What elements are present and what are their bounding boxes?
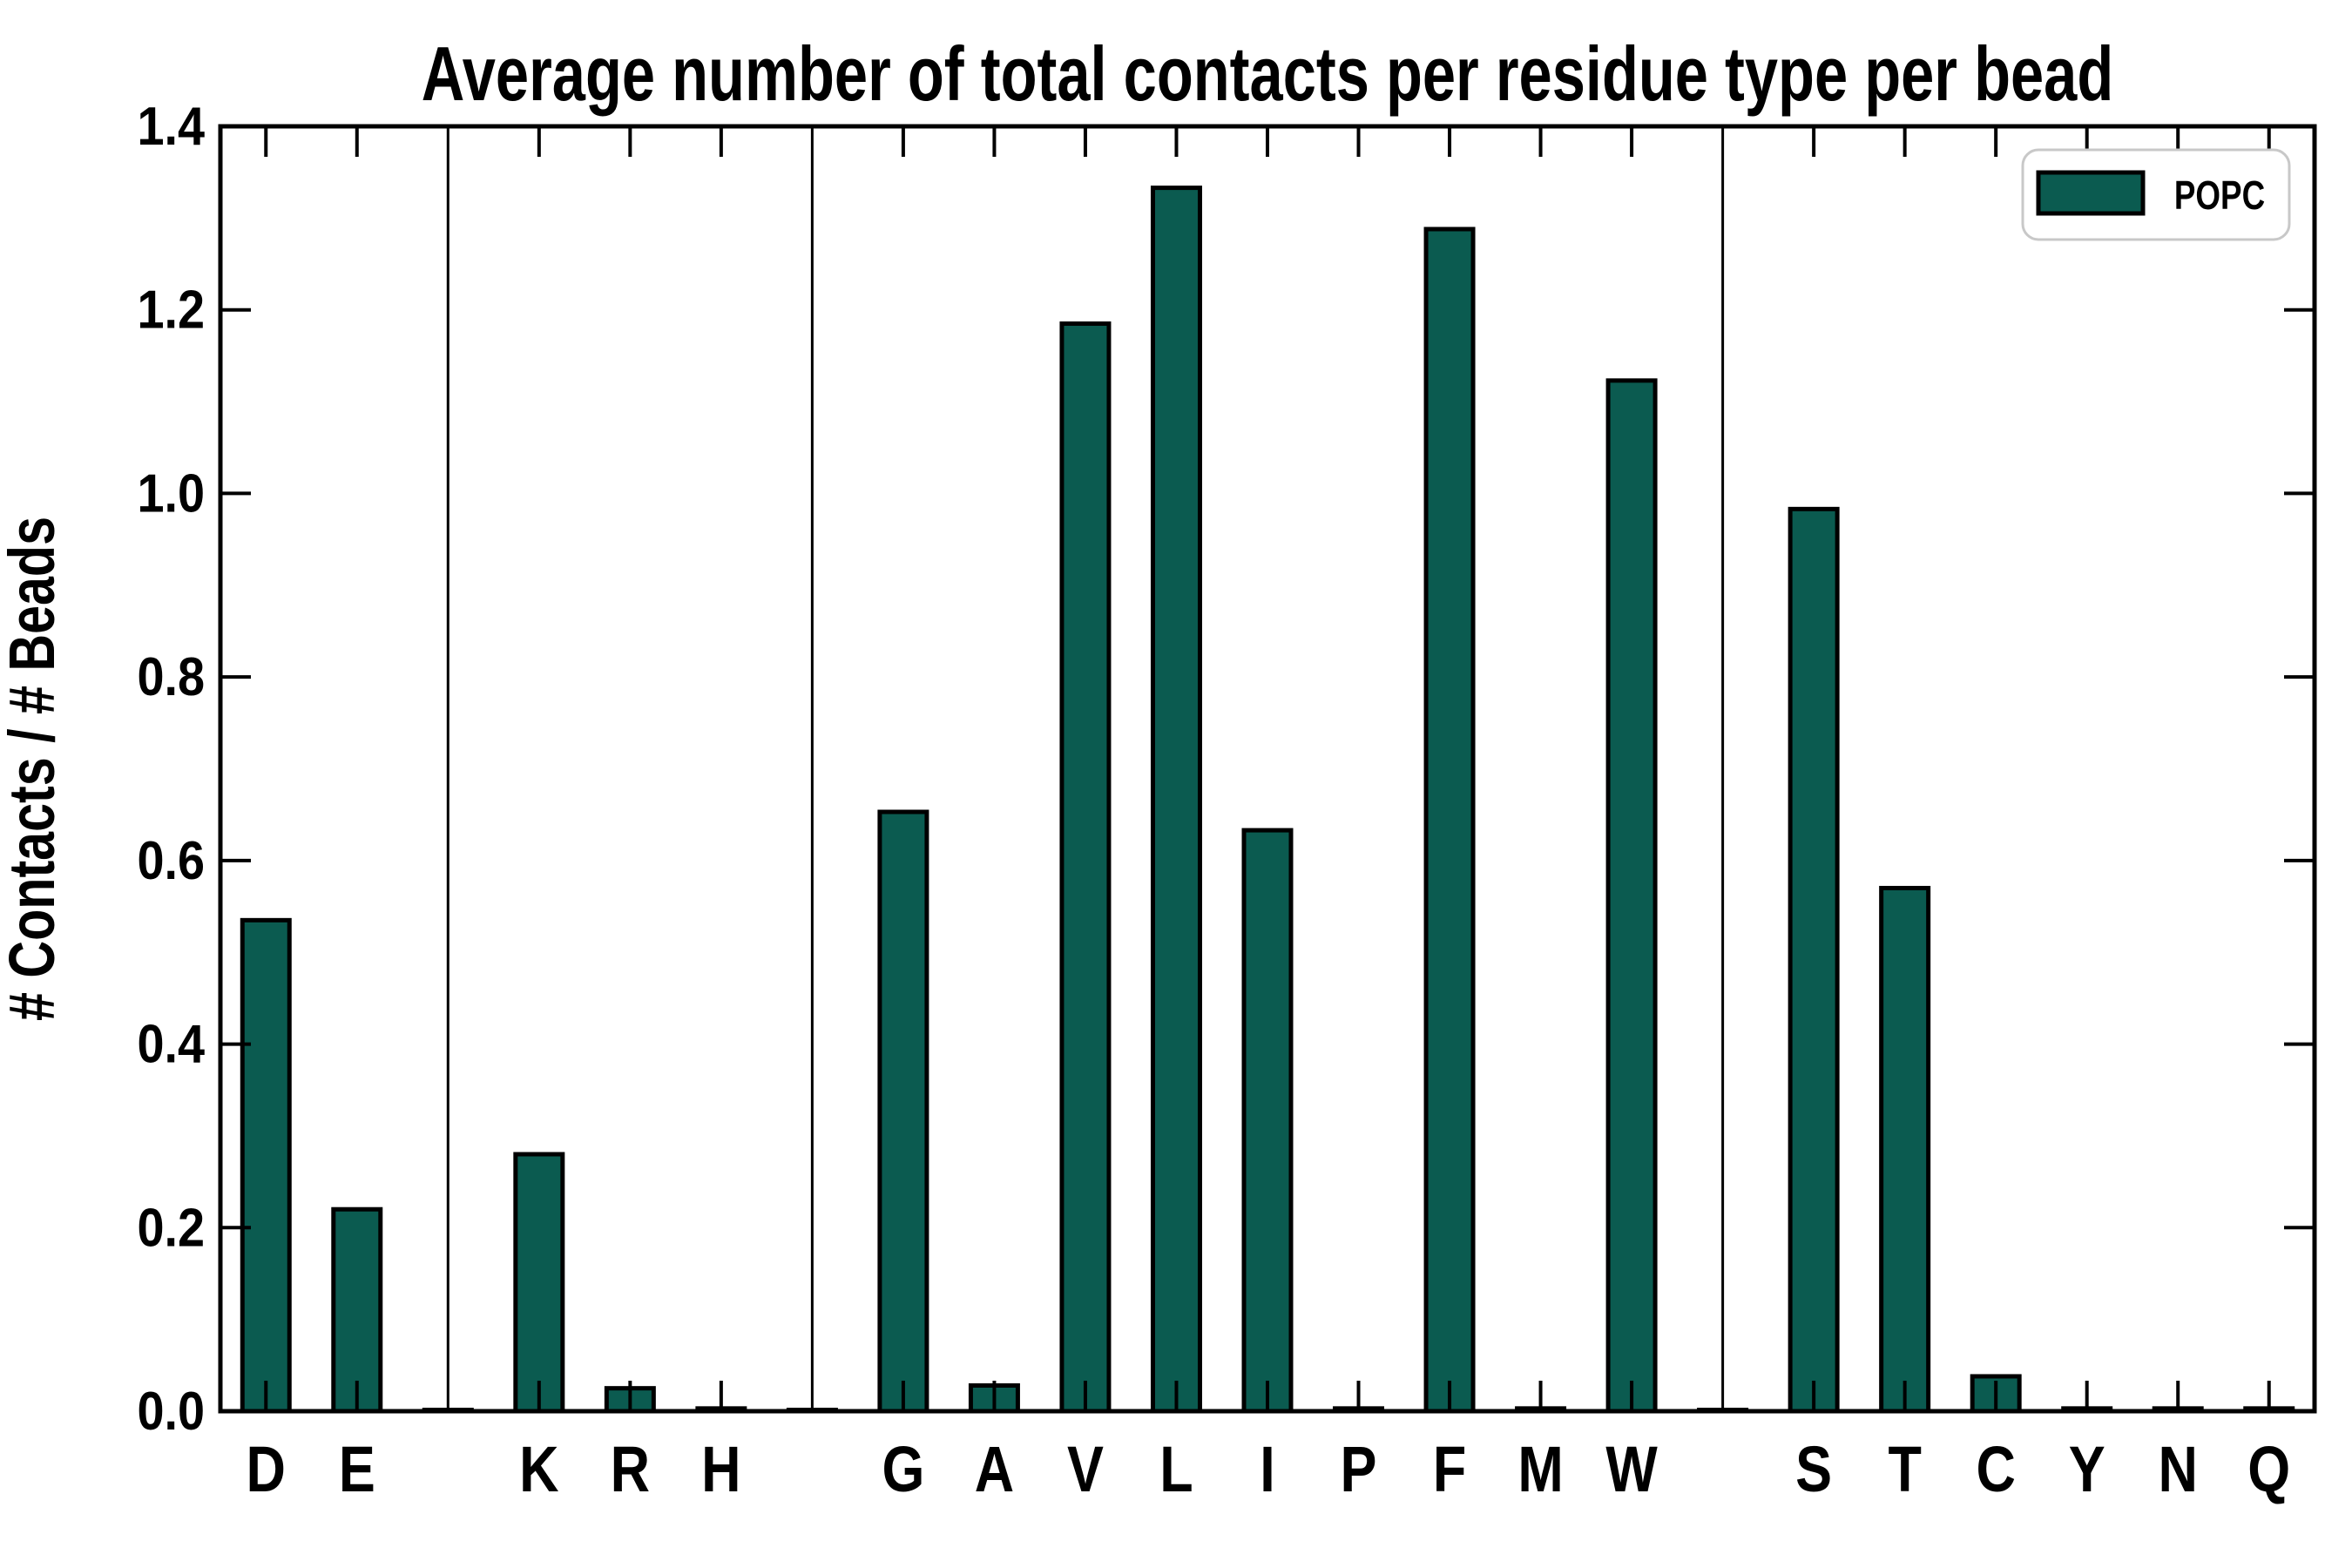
x-tick-label: G xyxy=(882,1433,924,1505)
x-tick-label: R xyxy=(611,1433,650,1505)
bar-I xyxy=(1241,828,1294,1414)
bar-D xyxy=(240,917,292,1414)
x-tick-label: E xyxy=(339,1433,375,1505)
x-tick-label: P xyxy=(1341,1433,1377,1505)
y-tick-label: 0.8 xyxy=(137,647,205,706)
x-tick-label: V xyxy=(1067,1433,1104,1505)
bar-F xyxy=(1423,226,1476,1414)
y-tick-label: 0.0 xyxy=(137,1382,205,1441)
x-tick-label: H xyxy=(701,1433,740,1505)
y-tick-label: 0.4 xyxy=(137,1015,205,1074)
x-tick-label: W xyxy=(1605,1433,1658,1505)
bar-V xyxy=(1059,321,1112,1414)
y-tick-label: 0.2 xyxy=(137,1199,205,1258)
x-tick-label: Y xyxy=(2069,1433,2105,1505)
bar-T xyxy=(1879,885,1931,1414)
chart-title: Average number of total contacts per res… xyxy=(422,31,2114,117)
y-tick-label: 1.4 xyxy=(137,97,205,156)
bar-G xyxy=(877,809,929,1414)
plot-border xyxy=(218,124,2317,1414)
y-axis-label: # Contacts / # Beads xyxy=(0,517,69,1021)
x-tick-label: C xyxy=(1976,1433,2015,1505)
y-tick-label: 1.0 xyxy=(137,464,205,524)
bar-K xyxy=(513,1152,565,1414)
x-tick-label: D xyxy=(247,1433,286,1505)
x-tick-label: I xyxy=(1260,1433,1274,1505)
x-tick-label: N xyxy=(2159,1433,2198,1505)
x-tick-label: S xyxy=(1795,1433,1832,1505)
x-tick-label: F xyxy=(1433,1433,1466,1505)
x-tick-label: A xyxy=(975,1433,1014,1505)
x-tick-label: L xyxy=(1159,1433,1193,1505)
legend-label: POPC xyxy=(2174,172,2265,218)
bar-S xyxy=(1788,506,1840,1414)
bar-W xyxy=(1605,378,1658,1414)
y-tick-label: 1.2 xyxy=(137,280,205,340)
x-tick-label: K xyxy=(519,1433,558,1505)
y-tick-label: 0.6 xyxy=(137,831,205,890)
bar-L xyxy=(1150,186,1202,1414)
legend-swatch xyxy=(2036,170,2146,216)
x-tick-label: Q xyxy=(2247,1433,2290,1505)
x-tick-label: M xyxy=(1517,1433,1563,1505)
x-tick-label: T xyxy=(1888,1433,1921,1505)
